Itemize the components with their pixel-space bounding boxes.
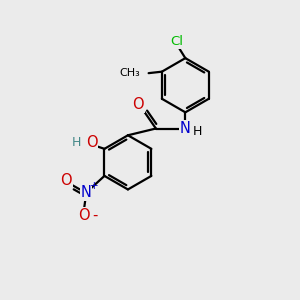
- Text: O: O: [86, 134, 97, 149]
- Text: H: H: [193, 125, 202, 138]
- Text: H: H: [72, 136, 82, 148]
- Text: O: O: [132, 98, 144, 112]
- Text: +: +: [90, 181, 99, 190]
- Text: Cl: Cl: [170, 35, 183, 48]
- Text: N: N: [81, 185, 92, 200]
- Text: O: O: [60, 172, 72, 188]
- Text: CH₃: CH₃: [119, 68, 140, 78]
- Text: O: O: [78, 208, 90, 223]
- Text: N: N: [180, 121, 191, 136]
- Text: -: -: [92, 208, 98, 223]
